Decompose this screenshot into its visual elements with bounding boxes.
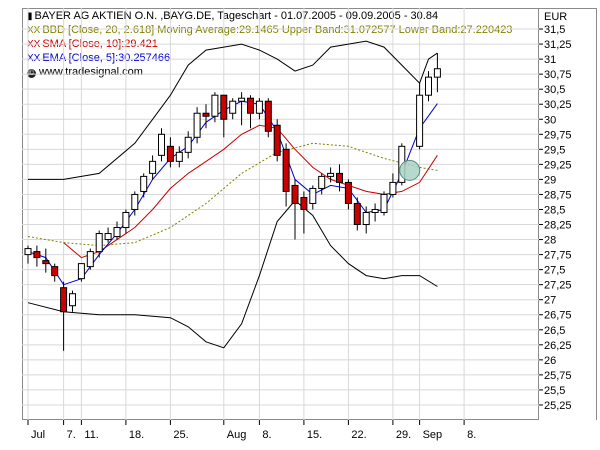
legend-item-bbd[interactable]: XX BBD [Close, 20, 2.618] Moving Average:…	[27, 24, 512, 37]
x-tick-label: 25.	[173, 429, 188, 441]
x-tick-label: 7.	[67, 429, 76, 441]
x-tick-label: 22.	[351, 429, 366, 441]
x-tick-label: Jul	[31, 429, 45, 441]
price-axis-panel[interactable]	[539, 8, 597, 420]
x-tick-label: 18.	[129, 429, 144, 441]
x-tick-label: 8.	[262, 429, 271, 441]
x-tick-label: 15.	[307, 429, 322, 441]
chart-title-text: BAYER AG AKTIEN O.N. ,BAYG.DE, Tageschar…	[34, 10, 439, 22]
copyright-icon: ©	[27, 69, 36, 78]
legend-label-sma: SMA [Close, 10]:29.421	[42, 38, 158, 50]
currency-label: EUR	[544, 11, 568, 23]
chart-title: ▮ BAYER AG AKTIEN O.N. ,BAYG.DE, Tagescha…	[27, 10, 438, 23]
x-tick-label: 29.	[396, 429, 411, 441]
x-tick-label: Sep	[423, 429, 443, 441]
crossed-swatch-icon: XX	[27, 39, 41, 50]
x-tick-label: Aug	[227, 429, 247, 441]
x-tick-label: 11.	[84, 429, 98, 441]
legend-item-sma[interactable]: XX SMA [Close, 10]:29.421	[27, 38, 158, 51]
source-credit: © www.tradesignal.com	[27, 66, 143, 79]
candlestick-icon: ▮	[27, 11, 33, 22]
legend-label-bbd: BBD [Close, 20, 2.618] Moving Average:29…	[42, 24, 513, 36]
crossed-swatch-icon: XX	[27, 25, 41, 36]
legend-item-ema[interactable]: XX EMA [Close, 5]:30.257466	[27, 52, 170, 65]
x-tick-label: 8.	[467, 429, 476, 441]
source-text: www.tradesignal.com	[39, 66, 143, 78]
crossed-swatch-icon: XX	[27, 53, 41, 64]
legend-label-ema: EMA [Close, 5]:30.257466	[42, 52, 171, 64]
